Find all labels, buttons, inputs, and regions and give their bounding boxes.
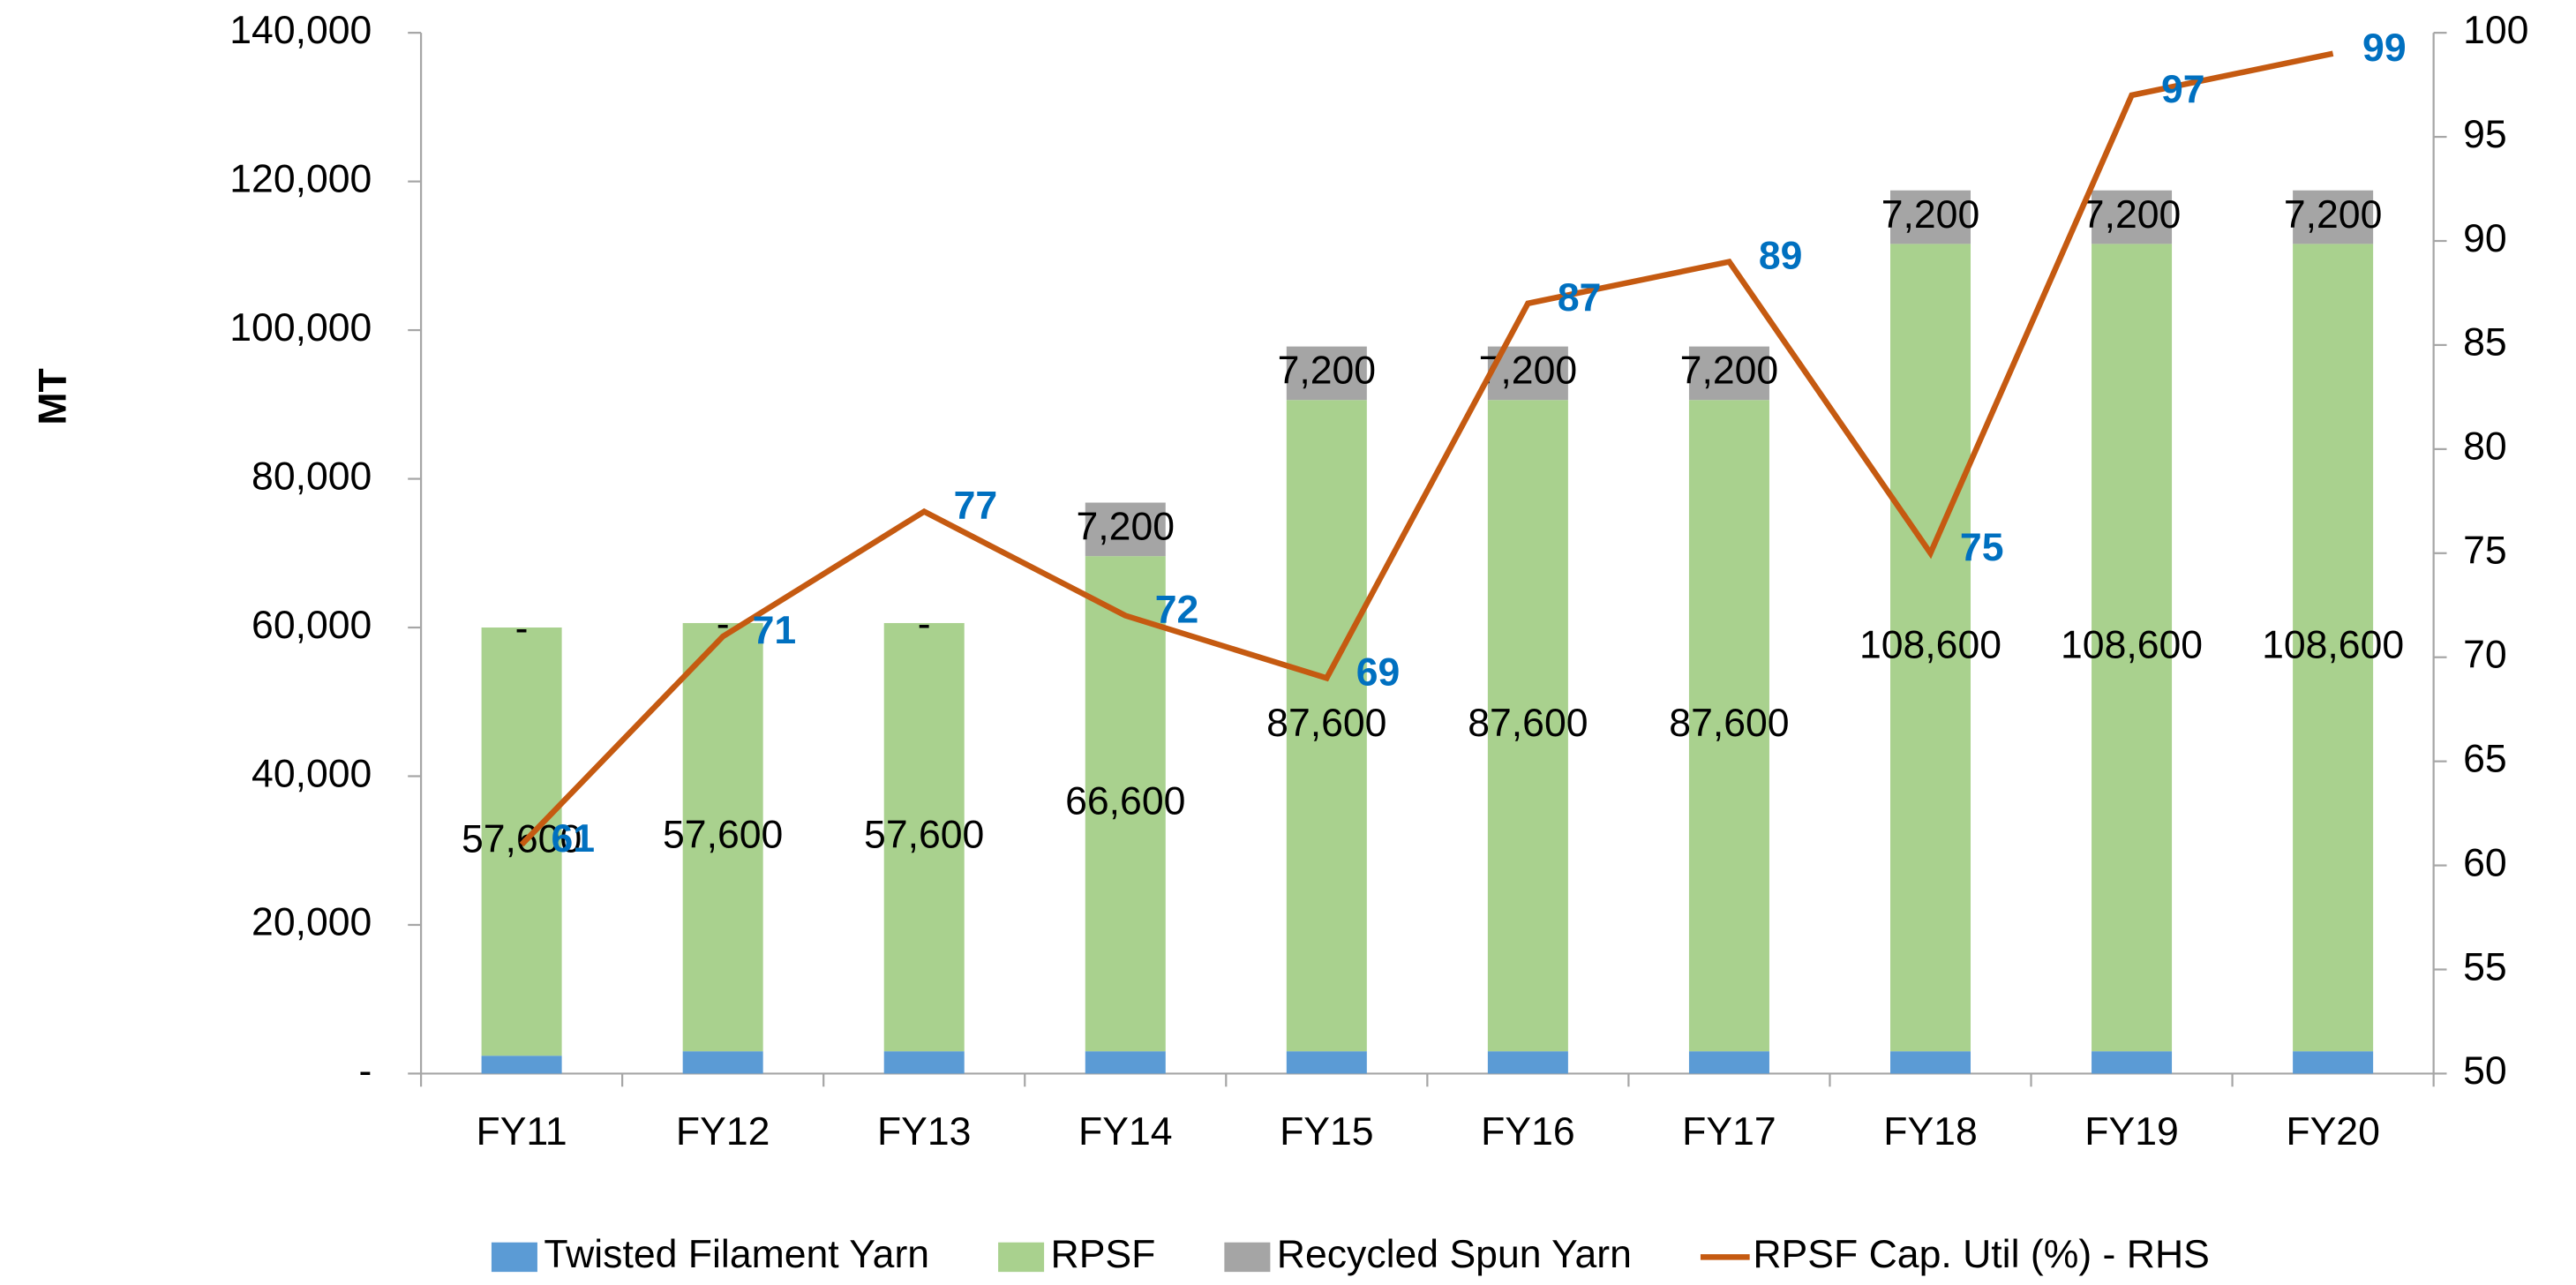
bar-segment xyxy=(2092,1051,2173,1074)
data-label: 7,200 xyxy=(1077,506,1175,549)
line-data-label: 75 xyxy=(1960,526,2004,569)
data-label: - xyxy=(918,602,931,645)
legend-swatch xyxy=(998,1242,1045,1273)
y2-tick-label: 100 xyxy=(2463,9,2528,52)
legend-swatch xyxy=(1224,1242,1271,1273)
data-label: 57,600 xyxy=(864,813,984,856)
data-label: 87,600 xyxy=(1266,702,1386,745)
x-tick-label: FY14 xyxy=(1078,1110,1173,1153)
y2-tick-label: 75 xyxy=(2463,530,2507,573)
x-tick-label: FY12 xyxy=(676,1110,770,1153)
bar-segment xyxy=(481,1056,562,1074)
x-tick-label: FY16 xyxy=(1481,1110,1575,1153)
bar-segment xyxy=(1890,190,1971,244)
bar-segment xyxy=(1085,556,1166,1052)
bar-segment xyxy=(1688,400,1769,1052)
y2-tick-label: 50 xyxy=(2463,1049,2507,1093)
y-tick-label: 100,000 xyxy=(229,306,372,349)
data-label: 7,200 xyxy=(2083,193,2182,237)
legend-label: Recycled Spun Yarn xyxy=(1277,1233,1632,1276)
y2-tick-label: 60 xyxy=(2463,841,2507,884)
data-label: 87,600 xyxy=(1468,702,1588,745)
line-data-label: 87 xyxy=(1558,276,1602,319)
y2-tick-label: 85 xyxy=(2463,321,2507,364)
data-label: 57,600 xyxy=(663,813,783,856)
x-tick-label: FY19 xyxy=(2084,1110,2179,1153)
x-tick-label: FY15 xyxy=(1280,1110,1374,1153)
bar-segment xyxy=(2293,244,2374,1052)
bar-segment xyxy=(1286,346,1367,401)
data-label: 7,200 xyxy=(1680,349,1779,393)
data-label: 66,600 xyxy=(1065,779,1185,823)
bar-segment xyxy=(1286,400,1367,1052)
line-data-label: 69 xyxy=(1356,650,1401,694)
y-axis-title: MT xyxy=(32,368,75,425)
y-tick-label: 40,000 xyxy=(252,752,372,795)
y2-tick-label: 80 xyxy=(2463,425,2507,469)
data-label: 7,200 xyxy=(2284,193,2383,237)
bar-segment xyxy=(2293,1051,2374,1074)
bar-segment xyxy=(1890,1051,1971,1074)
bar-segment xyxy=(2092,244,2173,1052)
line-data-label: 97 xyxy=(2161,68,2205,111)
y2-tick-label: 65 xyxy=(2463,737,2507,780)
bar-segment xyxy=(883,1051,965,1074)
line-data-label: 99 xyxy=(2362,26,2407,70)
bar-segment xyxy=(682,622,763,1052)
x-tick-label: FY13 xyxy=(877,1110,972,1153)
x-tick-label: FY20 xyxy=(2286,1110,2380,1153)
x-tick-label: FY18 xyxy=(1883,1110,1978,1153)
data-label: 7,200 xyxy=(1881,193,1980,237)
y2-tick-label: 90 xyxy=(2463,217,2507,260)
line-data-label: 72 xyxy=(1155,589,1199,632)
line-data-label: 89 xyxy=(1759,235,1803,278)
legend-label: Twisted Filament Yarn xyxy=(544,1233,929,1276)
data-label: 108,600 xyxy=(2262,624,2404,667)
line-data-label: 71 xyxy=(753,609,797,652)
bar-segment xyxy=(1085,1051,1166,1074)
line xyxy=(519,50,2334,847)
data-label: 87,600 xyxy=(1669,702,1789,745)
legend-label: RPSF xyxy=(1051,1233,1156,1276)
bar-segment xyxy=(1085,502,1166,557)
y-tick-label: 20,000 xyxy=(252,901,372,944)
legend-label: RPSF Cap. Util (%) - RHS xyxy=(1753,1233,2209,1276)
bar-segment xyxy=(883,622,965,1052)
data-label: - xyxy=(515,607,529,650)
bar-segment xyxy=(2293,190,2374,244)
y2-tick-label: 55 xyxy=(2463,945,2507,988)
y-tick-label: 140,000 xyxy=(229,9,372,52)
data-label: 108,600 xyxy=(1859,624,2001,667)
line-data-label: 77 xyxy=(954,485,998,528)
y2-tick-label: 95 xyxy=(2463,113,2507,156)
data-label: 7,200 xyxy=(1479,349,1578,393)
bar-segment xyxy=(682,1051,763,1074)
y2-tick-label: 70 xyxy=(2463,633,2507,676)
data-label: 57,600 xyxy=(462,817,582,860)
bar-segment xyxy=(1890,244,1971,1052)
line-data-label: 61 xyxy=(552,817,596,860)
x-tick-label: FY17 xyxy=(1682,1110,1776,1153)
bar-segment xyxy=(1688,1051,1769,1074)
data-label: 7,200 xyxy=(1278,349,1377,393)
legend-swatch xyxy=(491,1242,537,1273)
bar-segment xyxy=(1487,1051,1568,1074)
x-tick-label: FY11 xyxy=(476,1110,567,1153)
bar-segment xyxy=(1688,346,1769,401)
y-tick-label: - xyxy=(359,1049,372,1093)
bar-segment xyxy=(1286,1051,1367,1074)
data-label: 108,600 xyxy=(2061,624,2203,667)
bar-segment xyxy=(1487,400,1568,1052)
y-tick-label: 80,000 xyxy=(252,455,372,498)
y-tick-label: 120,000 xyxy=(229,157,372,200)
bar-segment xyxy=(2092,190,2173,244)
y-tick-label: 60,000 xyxy=(252,604,372,647)
